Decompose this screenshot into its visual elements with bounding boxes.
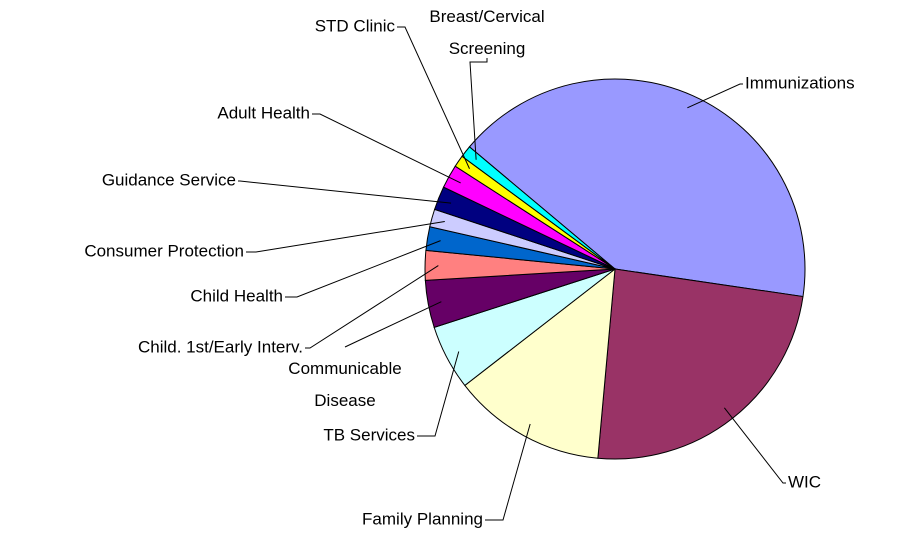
slice-label: Family Planning [362, 509, 483, 528]
leader-line [344, 301, 442, 348]
pie-slice [597, 268, 804, 460]
slice-label: Adult Health [217, 103, 310, 122]
slice-label: Immunizations [745, 73, 855, 92]
slice-label: Consumer Protection [84, 241, 244, 260]
leader-line [305, 265, 439, 349]
slice-label: WIC [788, 472, 821, 491]
leader-line [285, 240, 441, 298]
slice-label: Child Health [190, 286, 283, 305]
slice-label: Child. 1st/Early Interv. [138, 337, 303, 356]
leader-line [312, 113, 461, 184]
leader-line [246, 221, 445, 253]
label-line: Screening [449, 39, 526, 58]
slice-label: STD Clinic [315, 16, 396, 35]
leader-line [238, 180, 452, 204]
slice-label: TB Services [323, 425, 415, 444]
slice-label: Guidance Service [102, 170, 236, 189]
slice-label: Breast/Cervical Screening [429, 7, 544, 58]
label-line: Breast/Cervical [429, 7, 544, 26]
pie-slice [468, 78, 806, 298]
leader-line [397, 26, 470, 169]
pie-slice [464, 267, 616, 459]
leader-line [469, 58, 488, 160]
leader-line [485, 423, 531, 521]
label-line: Disease [314, 391, 375, 410]
leader-line [417, 351, 460, 437]
leader-line [687, 83, 743, 109]
slice-label: Communicable Disease [288, 359, 401, 410]
leader-line [723, 407, 786, 484]
pie-slice [461, 146, 616, 270]
label-line: Communicable [288, 359, 401, 378]
